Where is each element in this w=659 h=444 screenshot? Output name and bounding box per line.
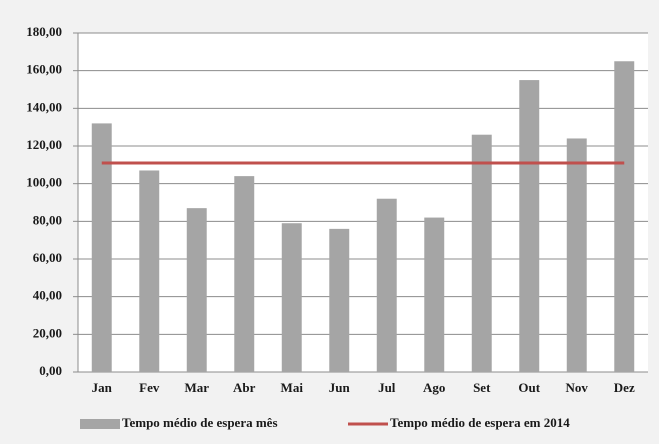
legend-label: Tempo médio de espera em 2014 [390,415,570,430]
bar [329,228,350,372]
bar [519,80,540,372]
bar [376,198,397,372]
bar [234,176,255,372]
y-tick-label: 40,00 [33,288,62,303]
bar [91,123,112,373]
x-tick-label: Dez [614,380,635,395]
x-tick-label: Jul [378,380,396,395]
bar [281,223,302,372]
legend-swatch [80,419,120,429]
y-tick-label: 0,00 [39,363,62,378]
x-tick-label: Jun [329,380,351,395]
plot-area [78,33,648,372]
y-tick-label: 100,00 [26,175,62,190]
legend-label: Tempo médio de espera mês [122,415,278,430]
x-tick-label: Nov [566,380,589,395]
y-tick-label: 180,00 [26,24,62,39]
y-tick-label: 20,00 [33,325,62,340]
y-tick-label: 120,00 [26,137,62,152]
x-tick-label: Mai [281,380,304,395]
bar [566,138,587,372]
bar [424,217,445,372]
x-tick-label: Fev [139,380,160,395]
y-tick-label: 80,00 [33,212,62,227]
x-tick-label: Ago [423,380,445,395]
x-tick-label: Jan [92,380,113,395]
bar [471,134,492,372]
y-tick-label: 140,00 [26,99,62,114]
x-tick-label: Mar [184,380,209,395]
x-tick-label: Out [518,380,540,395]
bar [186,208,207,372]
x-tick-label: Set [473,380,491,395]
y-tick-label: 60,00 [33,250,62,265]
y-tick-label: 160,00 [26,62,62,77]
bar [614,61,635,372]
x-tick-label: Abr [233,380,256,395]
bar [139,170,160,372]
